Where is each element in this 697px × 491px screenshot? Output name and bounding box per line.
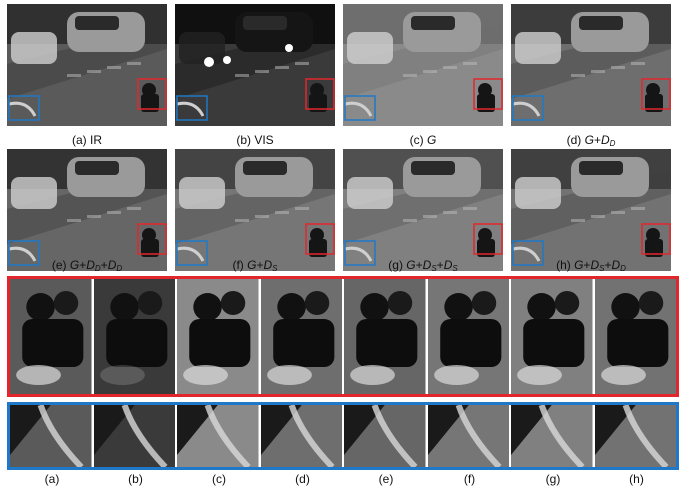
red-crop-b <box>93 279 175 394</box>
scene-image <box>343 149 503 271</box>
panel-g <box>343 149 503 271</box>
zoom-caption-3: (d) <box>295 472 310 486</box>
blue-zoom-strip <box>7 402 679 470</box>
red-crop-c <box>177 279 259 394</box>
panel-b <box>175 4 335 126</box>
blue-crop-b <box>93 405 175 467</box>
caption-e: (e) G+DD+DD <box>51 258 123 273</box>
red-crop-g <box>511 279 593 394</box>
red-crop-h <box>594 279 676 394</box>
zoom-caption-5: (f) <box>463 472 476 486</box>
caption-c: (c) G <box>409 133 437 147</box>
blue-crop-a <box>10 405 92 467</box>
blue-crop-f <box>427 405 509 467</box>
panel-e <box>7 149 167 271</box>
caption-d: (d) G+DD <box>566 133 616 148</box>
panel-c <box>343 4 503 126</box>
caption-b: (b) VIS <box>236 133 274 147</box>
scene-image <box>175 4 335 126</box>
panel-f <box>175 149 335 271</box>
red-crop-e <box>344 279 426 394</box>
scene-image <box>175 149 335 271</box>
panel-h <box>511 149 671 271</box>
zoom-caption-0: (a) <box>44 472 60 486</box>
zoom-caption-1: (b) <box>128 472 143 486</box>
scene-image <box>511 4 671 126</box>
blue-crop-g <box>511 405 593 467</box>
scene-image <box>511 149 671 271</box>
zoom-caption-6: (g) <box>545 472 561 486</box>
scene-image <box>343 4 503 126</box>
zoom-caption-4: (e) <box>378 472 394 486</box>
scene-image <box>7 4 167 126</box>
blue-crop-h <box>594 405 676 467</box>
caption-h: (h) G+DS+DD <box>556 258 626 273</box>
red-crop-f <box>427 279 509 394</box>
red-zoom-strip <box>7 276 679 397</box>
zoom-caption-7: (h) <box>629 472 644 486</box>
blue-crop-c <box>177 405 259 467</box>
caption-f: (f) G+DS <box>232 258 278 273</box>
blue-crop-d <box>260 405 342 467</box>
caption-a: (a) IR <box>72 133 102 147</box>
red-crop-d <box>260 279 342 394</box>
panel-d <box>511 4 671 126</box>
caption-g: (g) G+DS+DS <box>388 258 458 273</box>
red-crop-a <box>10 279 92 394</box>
blue-crop-e <box>344 405 426 467</box>
scene-image <box>7 149 167 271</box>
panel-a <box>7 4 167 126</box>
zoom-caption-2: (c) <box>212 472 226 486</box>
